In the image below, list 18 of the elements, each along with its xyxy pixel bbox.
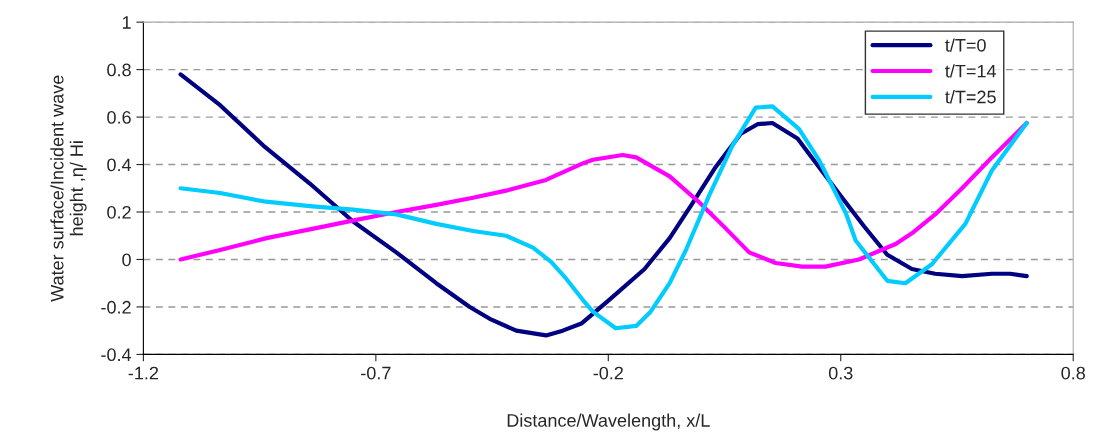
legend-label: t/T=25 [945,90,996,104]
y-tick-label: 0.2 [107,205,131,219]
y-tick-label: 1 [122,16,131,29]
y-axis-title: Water surface/Incident wave height ,η/ Hi [50,75,87,302]
x-tick-label: 0.8 [1061,366,1085,380]
legend-label: t/T=0 [945,38,986,52]
y-tick-label: 0.4 [107,158,132,172]
y-tick-label: 0 [122,253,131,267]
y-tick-label: -0.2 [101,300,131,314]
y-tick-label: -0.4 [101,348,132,362]
x-tick-label: -0.7 [361,366,391,380]
y-tick-label: 0.8 [107,63,131,77]
x-tick-label: -0.2 [593,366,623,380]
x-tick-label: -1.2 [128,366,159,380]
y-tick-label: 0.6 [107,111,131,124]
x-axis-title: Distance/Wavelength, x/L [507,413,710,431]
legend-label: t/T=14 [945,64,996,78]
x-tick-label: 0.3 [828,366,853,380]
